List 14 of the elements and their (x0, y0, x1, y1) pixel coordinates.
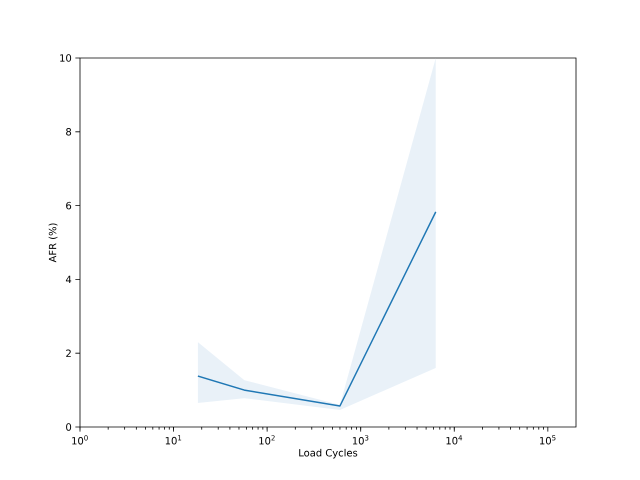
y-axis-title: AFR (%) (48, 223, 58, 262)
x-tick-label: 10$^{3}$ (352, 435, 368, 445)
x-tick-label: 10$^{5}$ (540, 435, 556, 444)
y-tick-label: 8 (66, 128, 72, 136)
x-tick-label: 10$^{1}$ (166, 435, 182, 444)
y-tick-label: 2 (66, 350, 71, 357)
y-tick-label: 6 (66, 202, 72, 210)
x-tick-label: 10$^{4}$ (446, 435, 462, 444)
y-tick-label: 4 (66, 276, 72, 284)
x-tick-label: 10$^{2}$ (259, 435, 275, 445)
x-tick-label: 10$^{0}$ (72, 435, 88, 445)
x-axis-title: Load Cycles (299, 448, 358, 458)
y-tick-label: 10 (60, 54, 72, 62)
y-tick-label: 0 (66, 423, 72, 431)
